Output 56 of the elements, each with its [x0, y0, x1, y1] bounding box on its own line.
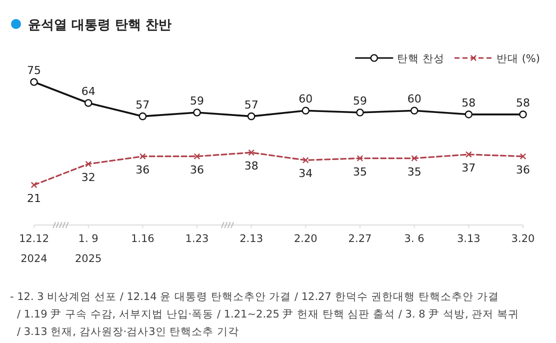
point	[84, 99, 92, 107]
point	[356, 108, 364, 116]
point	[411, 155, 418, 162]
legend-label: 반대 (%)	[496, 53, 540, 65]
data-label: 34	[298, 167, 313, 180]
data-label: 35	[407, 165, 422, 178]
x-tick-label: 2.13	[240, 233, 264, 245]
point	[247, 112, 256, 120]
x-tick-label: 1. 9 2025	[74, 233, 102, 265]
point	[194, 153, 200, 160]
x-tick-label: 12.12 2024	[18, 233, 50, 265]
point	[302, 106, 310, 114]
x-tick-label: 3. 6	[404, 233, 425, 245]
x-tick-label: 2.20	[294, 233, 318, 245]
chart-title: 윤석열 대통령 탄핵 찬반	[28, 18, 172, 33]
legend-label: 탄핵 찬성	[397, 53, 444, 65]
data-label: 21	[27, 192, 41, 205]
text: / 3.13 헌재, 감사원장·검사3인 탄핵소추 기각	[17, 326, 239, 338]
data-label: 64	[81, 84, 96, 98]
x-tick-label: 1.16	[130, 233, 155, 245]
point	[464, 110, 473, 118]
data-label: 57	[136, 98, 150, 112]
data-label: 60	[298, 92, 313, 106]
point	[520, 153, 526, 160]
x-tick-label: 2.27	[348, 233, 372, 245]
data-label: 36	[136, 163, 150, 176]
point	[30, 182, 38, 188]
x-tick-label: 3.20	[511, 233, 535, 245]
point	[410, 106, 418, 114]
data-label: 36	[516, 163, 530, 176]
data-label: 35	[353, 165, 367, 178]
data-label: 60	[407, 92, 422, 106]
data-label: 59	[190, 94, 204, 108]
point	[356, 155, 364, 162]
x-tick-label: 3.13	[456, 233, 480, 245]
x-tick-label: 1.23	[185, 233, 209, 245]
point	[138, 112, 147, 120]
text: - 12. 3 비상계엄 선포 / 12.14 윤 대통령 탄핵소추안 가결 / 12.27 한덕수 권한대행 탄핵소추안 가결	[10, 291, 499, 303]
point	[519, 110, 527, 118]
data-label: 38	[244, 160, 258, 173]
data-label: 75	[27, 64, 41, 77]
point	[302, 156, 309, 164]
data-label: 57	[244, 98, 258, 112]
data-label: 32	[81, 170, 96, 184]
point	[193, 108, 201, 116]
data-label: 59	[353, 94, 367, 108]
data-label: 58	[516, 96, 530, 110]
point	[139, 153, 146, 160]
data-label: 37	[462, 161, 476, 174]
data-label: 36	[190, 163, 204, 176]
point	[30, 78, 38, 86]
data-label: 58	[462, 96, 476, 110]
point	[465, 151, 472, 158]
text: / 1.19 尹 구속 수감, 서부지법 난입·폭동 / 1.21~2.25 尹 헌재 탄핵 심판 출석 / 3. 8 尹 석방, 관저 복귀	[17, 308, 520, 320]
point	[248, 149, 255, 156]
point	[85, 160, 92, 168]
